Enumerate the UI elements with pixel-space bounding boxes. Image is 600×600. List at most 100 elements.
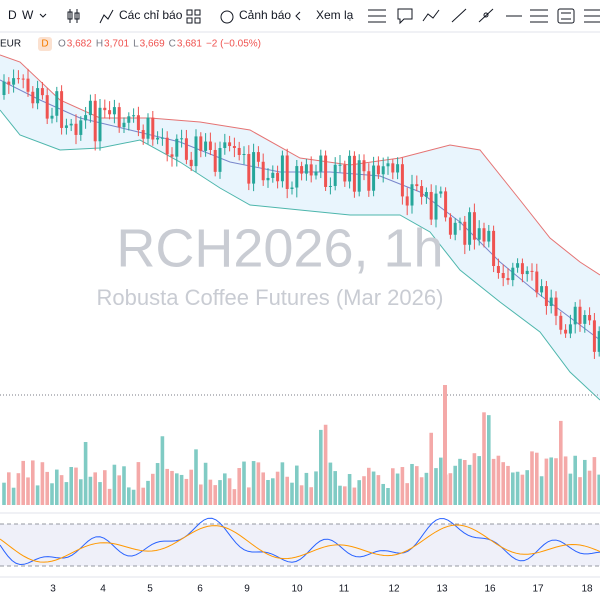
candle-body <box>280 155 284 182</box>
candle-body <box>300 166 304 174</box>
candle-body <box>400 164 404 197</box>
templates-icon[interactable] <box>186 9 201 24</box>
volume-bar <box>395 473 400 505</box>
candle-body <box>112 107 116 115</box>
candle-body <box>319 155 323 172</box>
candle-body <box>12 78 16 85</box>
candle-body <box>429 192 433 220</box>
candle-body <box>376 165 380 175</box>
volume-bar <box>424 472 429 505</box>
volume-bar <box>213 485 217 505</box>
volume-bar <box>2 482 6 505</box>
volume-bar <box>362 476 366 505</box>
candle-body <box>122 122 126 128</box>
candle-body <box>420 186 424 197</box>
candle-body <box>405 196 409 206</box>
volume-bar <box>237 468 241 505</box>
volume-bar <box>501 462 505 505</box>
candle-body <box>304 164 308 174</box>
candle-body <box>477 228 481 240</box>
time-label: 10 <box>291 584 303 595</box>
replay-button[interactable]: Xem lạ <box>316 8 354 22</box>
alerts-icon[interactable] <box>220 10 234 24</box>
volume-bar <box>568 473 573 505</box>
drawing-tools[interactable] <box>368 8 600 25</box>
candle-body <box>544 286 548 306</box>
candle-body <box>141 130 145 139</box>
volume-bar <box>189 469 193 505</box>
candle-body <box>343 164 347 182</box>
candle-body <box>204 141 208 151</box>
candle-body <box>237 147 241 156</box>
time-label: 18 <box>581 584 593 595</box>
candle-body <box>146 117 150 139</box>
volume-bar <box>165 468 169 505</box>
volume-bar <box>55 469 59 505</box>
volume-bar <box>136 462 141 505</box>
volume-bar <box>328 462 333 505</box>
candle-body <box>559 315 563 330</box>
volume-bar <box>463 460 467 505</box>
candle-body <box>199 136 203 151</box>
time-label: 4 <box>100 584 106 595</box>
candle-body <box>156 137 160 140</box>
candle-body <box>40 88 44 96</box>
candle-body <box>180 138 184 140</box>
volume-bar <box>304 472 309 505</box>
volume-bar <box>127 487 131 505</box>
candle-body <box>295 166 299 188</box>
volume-bar <box>261 472 265 505</box>
volume-bar <box>271 478 275 505</box>
time-label: 17 <box>532 584 544 595</box>
replay-icon[interactable] <box>295 11 301 21</box>
volume-bar <box>448 473 453 505</box>
volume-bar <box>280 462 285 505</box>
candle-body <box>84 115 88 121</box>
legend-values: O 3,682 H 3,701 L 3,669 C 3,681 −2 (−0.05%) <box>58 39 261 50</box>
candle-body <box>578 306 582 324</box>
volume-bar <box>458 458 462 505</box>
volume-bar <box>405 483 409 505</box>
interval-button[interactable]: W <box>22 8 34 22</box>
alerts-button[interactable]: Cảnh báo <box>239 8 291 22</box>
candle-body <box>554 297 558 316</box>
interval-dropdown[interactable] <box>39 13 47 18</box>
interval-button[interactable]: D <box>8 8 17 22</box>
candle-body <box>165 137 169 155</box>
candle-body <box>271 172 275 178</box>
candle-body <box>136 115 140 131</box>
volume-bar <box>74 467 78 505</box>
volume-bar <box>16 473 21 505</box>
candle-body <box>98 107 102 142</box>
chart-type-icon[interactable] <box>67 9 80 23</box>
candle-body <box>50 115 54 119</box>
volume-bar <box>194 449 198 505</box>
indicators-button[interactable]: Các chỉ báo <box>119 8 183 22</box>
lower-band <box>0 109 600 401</box>
volume-bar <box>160 436 165 505</box>
indicators-icon[interactable] <box>99 9 114 24</box>
candle-body <box>74 123 78 135</box>
volume-bar <box>535 452 539 505</box>
legend-badge-bg <box>38 37 52 51</box>
candle-body <box>588 315 592 321</box>
volume-bar <box>295 465 299 505</box>
candle-body <box>511 267 515 281</box>
candle-body <box>482 228 486 242</box>
candle-body <box>160 137 164 139</box>
volume-bar <box>45 471 49 505</box>
volume-bar <box>544 458 549 505</box>
volume-bar <box>376 475 381 505</box>
candle-body <box>386 163 390 167</box>
volume-bar <box>592 457 597 505</box>
candle-body <box>338 164 342 166</box>
candle-body <box>468 212 472 245</box>
volume-bar <box>103 470 107 505</box>
candle-body <box>108 110 112 115</box>
band-fill <box>0 55 600 400</box>
volume-bar <box>290 482 294 505</box>
candle-body <box>64 125 68 128</box>
volume-bar <box>64 482 69 505</box>
volume-bar <box>319 429 323 505</box>
legend-label: O <box>58 39 66 50</box>
